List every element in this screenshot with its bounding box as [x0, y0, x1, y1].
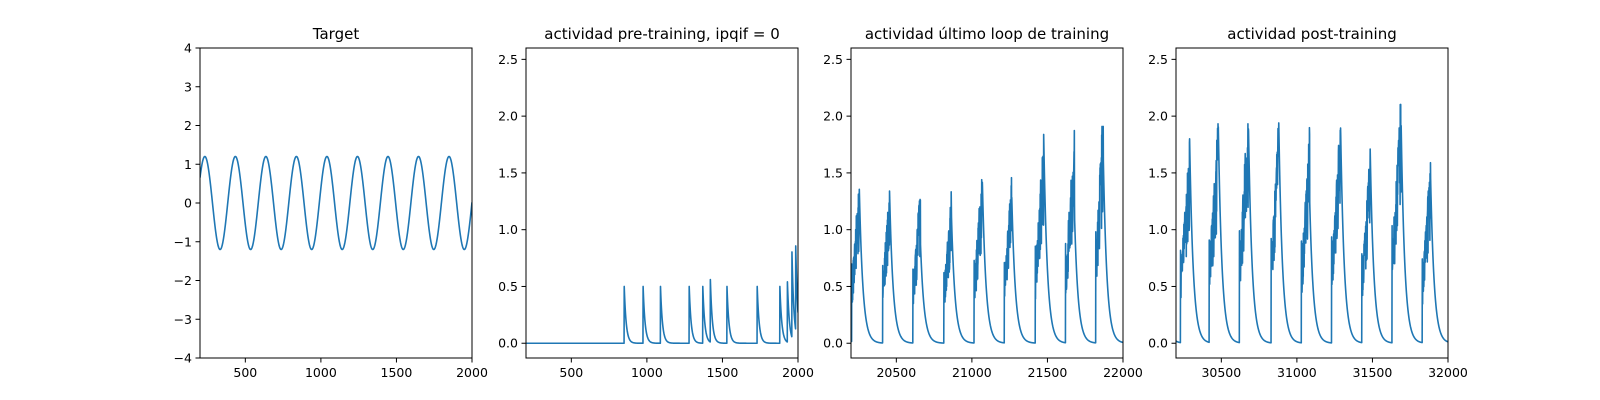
y-tick-label: 2.5 — [498, 52, 518, 67]
panel-pre-training: actividad pre-training, ipqif = 0 500 100… — [498, 25, 814, 380]
x-tick-label: 31000 — [1277, 365, 1317, 380]
y-tick-label: 3 — [184, 79, 192, 94]
y-tick-label: 1 — [184, 157, 192, 172]
panel-title: Target — [312, 25, 360, 43]
ticks-layer: 20500 21000 21500 22000 0.0 0.5 1.0 1.5 2.0 2.5 — [823, 52, 1143, 380]
y-tick-label: 1.5 — [1148, 165, 1168, 180]
x-tick-label: 30500 — [1201, 365, 1241, 380]
x-tick-label: 1000 — [631, 365, 663, 380]
axes-frame — [525, 47, 799, 359]
x-tick-label: 500 — [233, 365, 257, 380]
panel-last-training-loop: actividad último loop de training 20500 2… — [823, 25, 1143, 380]
panel-title: actividad post-training — [1227, 25, 1396, 43]
y-tick-label: 2.5 — [1148, 52, 1168, 67]
y-tick-label: 2.0 — [1148, 109, 1168, 124]
y-tick-label: 0.5 — [823, 279, 843, 294]
y-tick-label: 1.0 — [823, 222, 843, 237]
y-tick-label: 0.0 — [1148, 336, 1168, 351]
x-tick-label: 1500 — [381, 365, 413, 380]
x-tick-label: 1000 — [305, 365, 337, 380]
series-line — [200, 155, 472, 251]
axes-frame — [1175, 47, 1449, 359]
y-tick-label: 0.0 — [823, 336, 843, 351]
x-tick-label: 20500 — [876, 365, 916, 380]
x-tick-label: 1500 — [707, 365, 739, 380]
y-tick-label: 2.0 — [823, 109, 843, 124]
x-tick-label: 22000 — [1103, 365, 1143, 380]
x-tick-label: 31500 — [1353, 365, 1393, 380]
x-tick-label: 2000 — [782, 365, 814, 380]
ticks-layer: 500 1000 1500 2000 0.0 0.5 1.0 1.5 2.0 2.5 — [498, 52, 814, 380]
y-tick-label: 0.5 — [1148, 279, 1168, 294]
x-tick-label: 21000 — [952, 365, 992, 380]
x-tick-label: 2000 — [456, 365, 488, 380]
y-tick-label: −1 — [174, 234, 192, 249]
series-layer — [526, 245, 798, 345]
panel-title: actividad último loop de training — [865, 25, 1109, 43]
y-tick-label: 1.5 — [498, 165, 518, 180]
y-tick-label: 2 — [184, 118, 192, 133]
y-tick-label: −4 — [174, 351, 192, 366]
ticks-layer: 500 1000 1500 2000 −4 −3 −2 −1 0 1 2 3 4 — [174, 41, 488, 381]
ticks-layer: 30500 31000 31500 32000 0.0 0.5 1.0 1.5 2.0 2.5 — [1148, 52, 1468, 380]
series-line — [851, 125, 1123, 344]
y-tick-label: 1.0 — [1148, 222, 1168, 237]
y-tick-label: 2.5 — [823, 52, 843, 67]
series-layer — [200, 155, 472, 251]
series-layer — [1176, 103, 1448, 344]
series-layer — [851, 125, 1123, 344]
x-tick-label: 21500 — [1028, 365, 1068, 380]
y-tick-label: 0.5 — [498, 279, 518, 294]
y-tick-label: 0.0 — [498, 336, 518, 351]
series-line — [1176, 103, 1448, 344]
y-tick-label: 1.0 — [498, 222, 518, 237]
panel-target: Target 500 1000 1500 2000 −4 −3 −2 −1 0 1 2 3 4 — [174, 25, 488, 380]
panel-title: actividad pre-training, ipqif = 0 — [544, 25, 780, 43]
x-tick-label: 32000 — [1428, 365, 1468, 380]
panel-post-training: actividad post-training 30500 31000 31500 3… — [1148, 25, 1468, 380]
y-tick-label: 2.0 — [498, 109, 518, 124]
x-tick-label: 500 — [559, 365, 583, 380]
y-tick-label: −3 — [174, 312, 192, 327]
y-tick-label: −2 — [174, 273, 192, 288]
y-tick-label: 4 — [184, 41, 192, 56]
series-line — [526, 245, 798, 345]
axes-frame — [850, 47, 1124, 359]
y-tick-label: 1.5 — [823, 165, 843, 180]
y-tick-label: 0 — [184, 196, 192, 211]
